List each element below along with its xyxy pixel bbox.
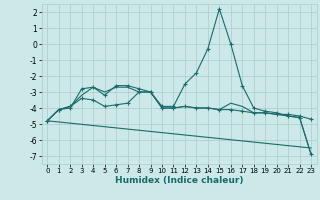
X-axis label: Humidex (Indice chaleur): Humidex (Indice chaleur) <box>115 176 244 185</box>
